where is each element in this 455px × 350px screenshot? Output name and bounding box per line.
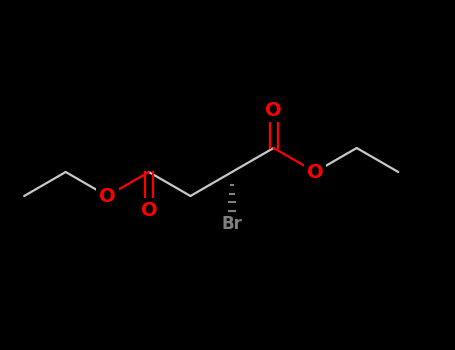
Text: O: O [307,162,324,182]
Text: Br: Br [222,215,243,233]
Text: O: O [99,187,116,205]
Text: O: O [141,201,157,219]
Text: O: O [265,100,282,119]
